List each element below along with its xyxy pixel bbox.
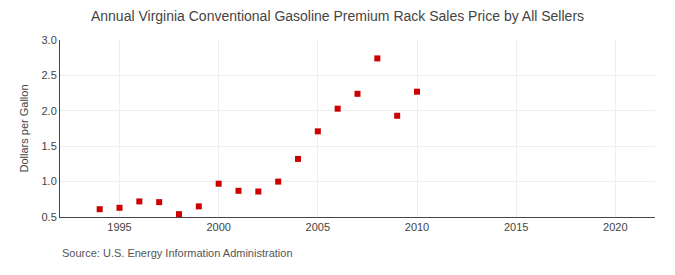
- svg-text:Source: U.S. Energy Informatio: Source: U.S. Energy Information Administ…: [62, 247, 293, 259]
- svg-text:2005: 2005: [306, 221, 330, 233]
- svg-text:2020: 2020: [603, 221, 627, 233]
- svg-text:0.5: 0.5: [42, 211, 57, 223]
- svg-text:1.5: 1.5: [42, 140, 57, 152]
- svg-text:2015: 2015: [504, 221, 528, 233]
- svg-text:Dollars per Gallon: Dollars per Gallon: [18, 84, 30, 172]
- svg-text:2.5: 2.5: [42, 69, 57, 81]
- svg-text:1.0: 1.0: [42, 175, 57, 187]
- svg-text:2.0: 2.0: [42, 105, 57, 117]
- svg-text:Annual Virginia Conventional G: Annual Virginia Conventional Gasoline Pr…: [91, 8, 584, 24]
- svg-text:3.0: 3.0: [42, 34, 57, 46]
- svg-text:2010: 2010: [405, 221, 429, 233]
- svg-text:2000: 2000: [206, 221, 230, 233]
- svg-text:1995: 1995: [107, 221, 131, 233]
